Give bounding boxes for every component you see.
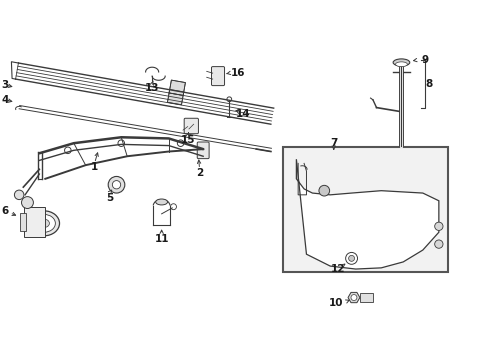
Text: 9: 9 bbox=[421, 55, 429, 65]
Circle shape bbox=[319, 185, 330, 196]
Bar bbox=[283, 147, 448, 272]
Circle shape bbox=[22, 197, 33, 208]
Bar bbox=[24, 207, 45, 237]
Polygon shape bbox=[168, 89, 184, 105]
FancyBboxPatch shape bbox=[197, 142, 209, 159]
Ellipse shape bbox=[28, 211, 59, 236]
Text: 11: 11 bbox=[154, 234, 169, 244]
Bar bbox=[360, 293, 373, 302]
Circle shape bbox=[177, 140, 184, 147]
Circle shape bbox=[348, 255, 355, 261]
Text: 8: 8 bbox=[425, 79, 432, 89]
Text: 4: 4 bbox=[1, 95, 9, 105]
Bar bbox=[21, 213, 26, 231]
Circle shape bbox=[435, 222, 443, 230]
Circle shape bbox=[118, 140, 124, 147]
Ellipse shape bbox=[39, 219, 49, 228]
Ellipse shape bbox=[33, 215, 55, 232]
Polygon shape bbox=[169, 80, 185, 95]
Circle shape bbox=[65, 147, 71, 154]
FancyBboxPatch shape bbox=[184, 118, 198, 134]
Circle shape bbox=[108, 176, 125, 193]
Text: 3: 3 bbox=[1, 80, 8, 90]
Polygon shape bbox=[296, 159, 439, 269]
Text: 1: 1 bbox=[91, 162, 98, 172]
Circle shape bbox=[351, 294, 357, 301]
Text: 7: 7 bbox=[330, 138, 338, 148]
Polygon shape bbox=[348, 292, 360, 303]
Text: 16: 16 bbox=[230, 68, 245, 78]
Circle shape bbox=[14, 190, 24, 199]
Circle shape bbox=[112, 181, 121, 189]
Text: 10: 10 bbox=[329, 298, 343, 309]
Circle shape bbox=[435, 240, 443, 248]
Circle shape bbox=[345, 252, 358, 264]
Text: 6: 6 bbox=[1, 206, 8, 216]
Ellipse shape bbox=[156, 199, 168, 205]
Ellipse shape bbox=[393, 59, 410, 66]
Text: 15: 15 bbox=[180, 135, 195, 145]
FancyBboxPatch shape bbox=[212, 67, 224, 86]
Text: 2: 2 bbox=[196, 168, 203, 178]
Text: 13: 13 bbox=[145, 83, 159, 93]
Ellipse shape bbox=[395, 62, 407, 67]
Text: 5: 5 bbox=[106, 193, 113, 203]
Text: 12: 12 bbox=[331, 264, 345, 274]
Circle shape bbox=[171, 204, 176, 210]
Text: 14: 14 bbox=[236, 108, 250, 118]
